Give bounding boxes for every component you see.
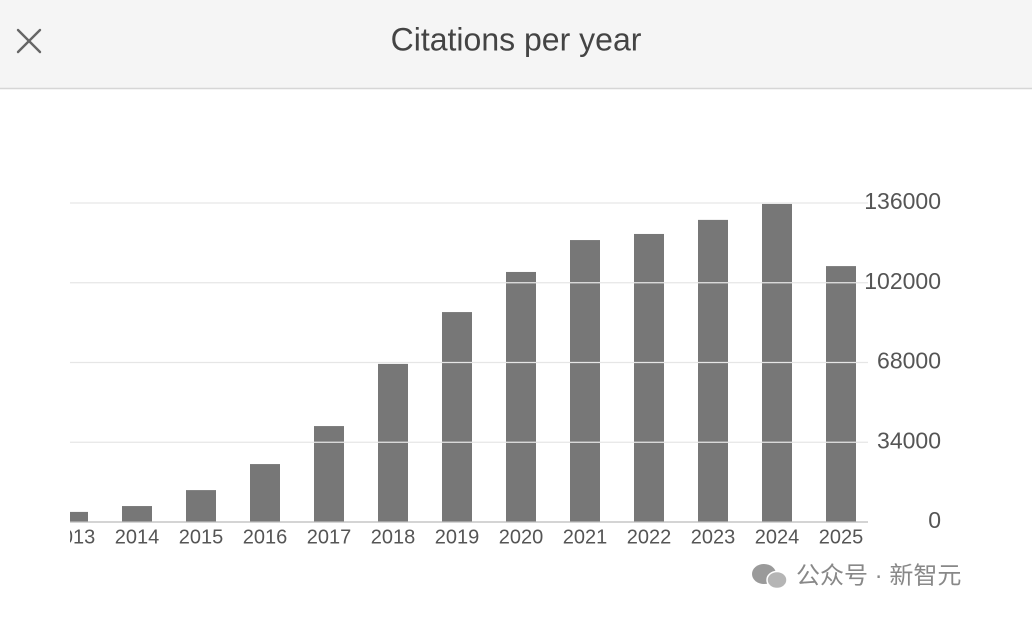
- y-tick-label: 68000: [877, 348, 941, 374]
- bar: [70, 511, 88, 522]
- x-tick-label: 2014: [115, 526, 160, 548]
- x-tick-label: 2025: [819, 526, 864, 548]
- y-tick-label: 34000: [877, 427, 941, 453]
- bar: [378, 363, 408, 522]
- bar: [186, 490, 216, 522]
- bar: [250, 464, 280, 522]
- plot-area: 2013 2014 2015 2016 2017 2018 2019 2020 2021 2022…: [51, 203, 864, 548]
- bar: [314, 426, 344, 522]
- y-tick-label: 102000: [864, 268, 941, 294]
- watermark: 公众号 · 新智元: [752, 562, 961, 589]
- x-tick-label: 2018: [371, 526, 416, 548]
- close-button[interactable]: [16, 28, 42, 54]
- x-tick-label: 2021: [563, 526, 608, 548]
- bar: [122, 506, 152, 522]
- x-tick-label: 2017: [307, 526, 352, 548]
- bar: [442, 312, 472, 522]
- x-tick-label: 2022: [627, 526, 672, 548]
- x-tick-label: 2023: [691, 526, 736, 548]
- x-tick-label: 2016: [243, 526, 288, 548]
- header-bar: [0, 0, 1032, 88]
- x-tick-label: 2020: [499, 526, 544, 548]
- dialog-title: Citations per year: [391, 21, 642, 57]
- bar: [826, 266, 856, 522]
- bar: [634, 233, 664, 522]
- bar: [570, 240, 600, 522]
- bar: [506, 271, 536, 522]
- y-tick-label: 0: [928, 507, 941, 533]
- x-tick-label: 2024: [755, 526, 800, 548]
- x-tick-label: 2019: [435, 526, 480, 548]
- y-tick-label: 136000: [864, 188, 941, 214]
- bar: [698, 219, 728, 522]
- watermark-text: 公众号 · 新智元: [796, 562, 961, 589]
- x-tick-label: 2015: [179, 526, 224, 548]
- x-tick-label: 2013: [51, 526, 96, 548]
